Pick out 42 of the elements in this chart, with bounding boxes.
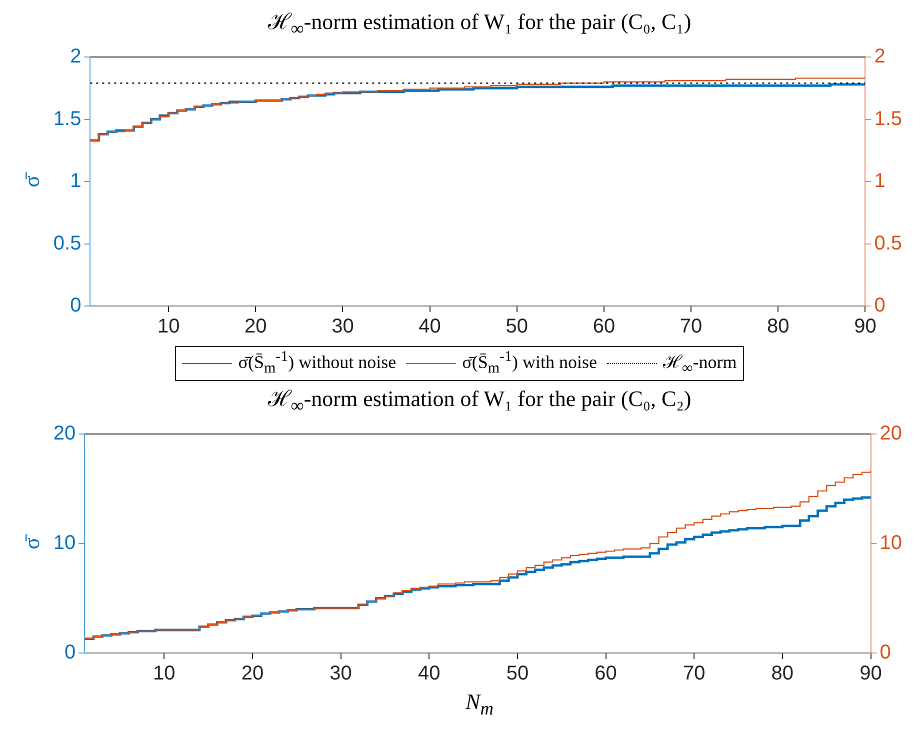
y-tick-label: 1.5 xyxy=(53,108,82,130)
y-tick-label: 20 xyxy=(53,422,76,445)
x-tick-label: 20 xyxy=(241,662,264,685)
y-tick-label: 10 xyxy=(53,532,76,554)
x-tick-label: 20 xyxy=(244,316,267,338)
chart-title: ℋ$_{∞}$-norm estimation of W₁ for the pair (C₀, C₁) xyxy=(266,8,692,40)
x-tick-label: 80 xyxy=(766,316,790,338)
x-tick-label: 90 xyxy=(854,316,876,338)
legend-label: σ̄(S̄$_{m}$$^{-1}$) with noise xyxy=(462,349,598,378)
x-tick-label: 90 xyxy=(860,662,882,685)
x-tick-label: 60 xyxy=(594,662,617,685)
y2-tick-label: 1.5 xyxy=(874,108,902,130)
y-tick-label: 0.5 xyxy=(53,232,82,255)
y2-tick-label: 0 xyxy=(874,294,886,317)
x-tick-label: 80 xyxy=(771,662,794,685)
x-tick-label: 30 xyxy=(332,316,354,338)
y-tick-label: 1 xyxy=(70,170,82,192)
x-tick-label: 70 xyxy=(682,662,706,685)
y2-tick-label: 2 xyxy=(874,46,886,68)
legend-label: σ̄(S̄$_{m}$$^{-1}$) without noise xyxy=(238,349,396,378)
x-tick-label: 10 xyxy=(153,662,176,685)
x-tick-label: 70 xyxy=(680,316,702,338)
y2-tick-label: 0 xyxy=(880,642,891,664)
y-tick-label: 2 xyxy=(70,46,82,68)
x-tick-label: 50 xyxy=(506,662,529,685)
x-tick-label: 50 xyxy=(506,316,528,338)
x-axis-title: N$_{m}$ xyxy=(464,689,494,721)
x-tick-label: 40 xyxy=(418,316,441,338)
y2-tick-label: 10 xyxy=(880,532,902,554)
y2-tick-label: 0.5 xyxy=(874,232,902,255)
x-tick-label: 30 xyxy=(330,662,352,685)
x-tick-label: 10 xyxy=(157,316,180,338)
chart-title: ℋ$_{∞}$-norm estimation of W₁ for the pair (C₀, C₂) xyxy=(266,384,692,418)
y-tick-label: 0 xyxy=(64,642,76,664)
y2-tick-label: 1 xyxy=(874,170,886,192)
y-axis-title: σ̄ xyxy=(18,534,44,550)
y-axis-title: σ̄ xyxy=(18,172,44,188)
y-tick-label: 0 xyxy=(70,294,82,317)
legend-label: ℋ$_{∞}$-norm xyxy=(663,351,737,378)
x-tick-label: 40 xyxy=(418,662,440,685)
x-tick-label: 60 xyxy=(592,316,616,338)
y2-tick-label: 20 xyxy=(880,422,902,445)
